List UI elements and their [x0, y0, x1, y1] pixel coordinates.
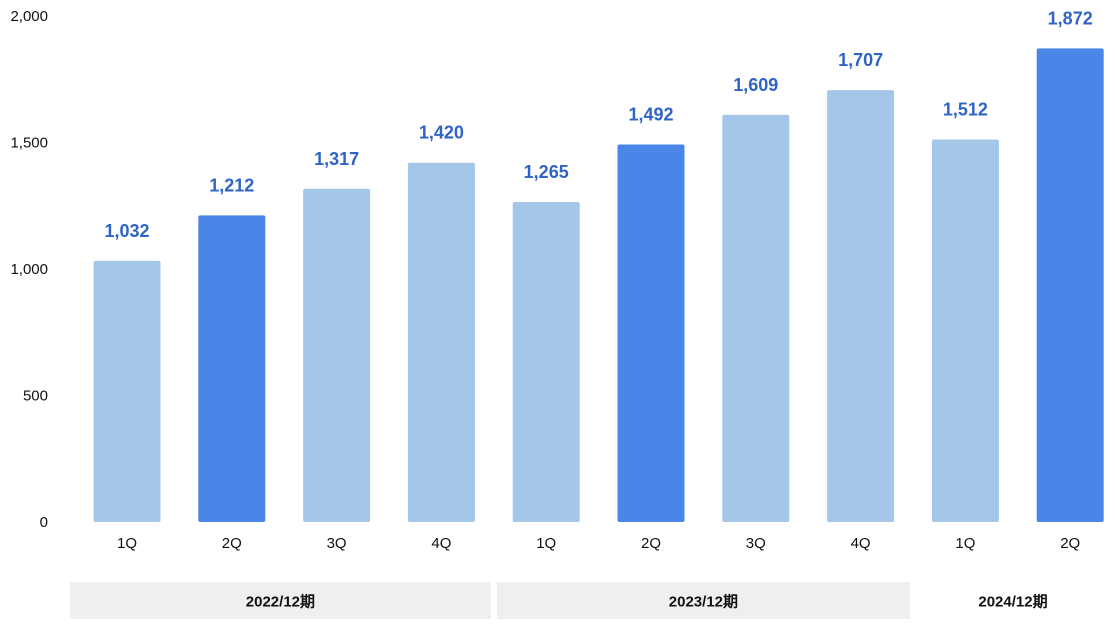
- x-tick-label: 3Q: [327, 535, 347, 552]
- x-tick-label: 2Q: [1060, 535, 1080, 552]
- y-tick-label: 1,500: [10, 135, 48, 152]
- period-label: 2024/12期: [978, 593, 1047, 611]
- bars: [93, 48, 1104, 523]
- y-tick-label: 1,000: [10, 261, 48, 278]
- data-label: 1,872: [1048, 8, 1093, 28]
- bar: [827, 90, 895, 522]
- period-label: 2023/12期: [669, 593, 738, 611]
- bar: [512, 201, 580, 522]
- period-label: 2022/12期: [246, 593, 315, 611]
- data-label: 1,317: [314, 149, 359, 169]
- bar: [407, 162, 475, 523]
- bar: [198, 215, 266, 522]
- x-tick-label: 1Q: [536, 535, 556, 552]
- period-band: [496, 582, 910, 619]
- y-axis: 0 500 1,000 1,500 2,000: [10, 8, 48, 531]
- bar: [722, 114, 790, 522]
- data-label: 1,212: [209, 175, 254, 195]
- data-label: 1,512: [943, 99, 988, 119]
- bar: [93, 260, 161, 522]
- x-tick-label: 1Q: [117, 535, 137, 552]
- bar: [1036, 48, 1104, 522]
- x-tick-label: 3Q: [746, 535, 766, 552]
- data-label: 1,707: [838, 50, 883, 70]
- data-label: 1,265: [524, 162, 569, 182]
- data-label: 1,609: [733, 75, 778, 95]
- y-tick-label: 2,000: [10, 8, 48, 25]
- y-tick-label: 500: [23, 388, 48, 405]
- bar: [617, 144, 685, 523]
- period-band: [916, 582, 1110, 619]
- x-tick-label: 1Q: [955, 535, 975, 552]
- x-tick-label: 4Q: [431, 535, 451, 552]
- x-axis: 1Q 2Q 3Q 4Q 1Q 2Q 3Q 4Q 1Q 2Q: [117, 535, 1080, 552]
- x-tick-label: 4Q: [851, 535, 871, 552]
- period-groups: 2022/12期 2023/12期 2024/12期: [70, 582, 1110, 619]
- y-tick-label: 0: [40, 514, 48, 531]
- data-label: 1,032: [104, 221, 149, 241]
- bar: [931, 139, 999, 523]
- bar: [303, 188, 371, 522]
- value-labels: 1,032 1,212 1,317 1,420 1,265 1,492 1,609 1,707…: [104, 8, 1092, 241]
- x-tick-label: 2Q: [222, 535, 242, 552]
- period-band: [70, 582, 491, 619]
- data-label: 1,420: [419, 123, 464, 143]
- x-tick-label: 2Q: [641, 535, 661, 552]
- data-label: 1,492: [628, 105, 673, 125]
